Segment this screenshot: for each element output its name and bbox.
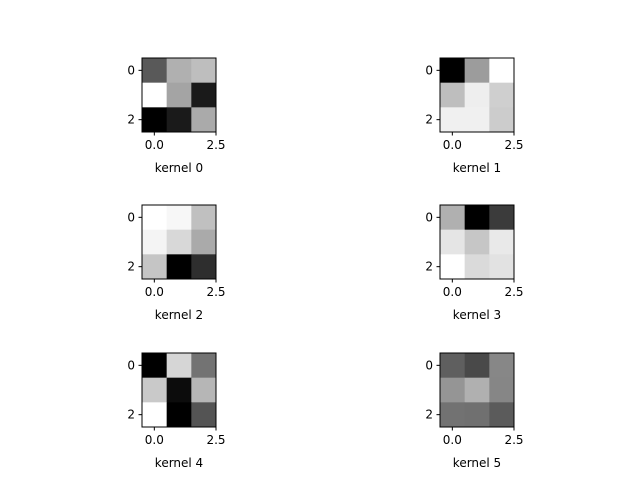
heatmap-cell [464, 82, 490, 108]
heatmap-cell [166, 58, 192, 84]
heatmap-cell [166, 377, 192, 403]
heatmap-cell [464, 254, 490, 280]
kernel-label: kernel 1 [453, 161, 501, 175]
heatmap-cell [142, 107, 168, 133]
heatmap-cell [489, 107, 515, 133]
x-tick-label: 2.5 [206, 433, 225, 447]
x-tick-label: 0.0 [443, 433, 462, 447]
heatmap-cell [142, 353, 168, 379]
heatmap-cell [191, 58, 217, 84]
x-tick-label: 2.5 [206, 285, 225, 299]
heatmap-cell [166, 82, 192, 108]
kernel-label: kernel 5 [453, 456, 501, 470]
heatmap-cell [166, 205, 192, 231]
heatmap-cell [440, 58, 466, 84]
heatmap-cell [166, 229, 192, 255]
heatmap-cell [142, 402, 168, 428]
heatmap-cell [440, 254, 466, 280]
heatmap-cell [166, 353, 192, 379]
heatmap-cell [191, 254, 217, 280]
heatmap-cell [440, 107, 466, 133]
axes-frame [141, 57, 217, 133]
heatmap-cell [440, 353, 466, 379]
heatmap-cell [489, 82, 515, 108]
axes-frame [439, 57, 515, 133]
x-tick-label: 0.0 [443, 285, 462, 299]
y-tick-label: 0 [127, 63, 135, 77]
y-tick-label: 2 [127, 260, 135, 274]
heatmap-cell [464, 402, 490, 428]
heatmap-cell [489, 402, 515, 428]
heatmap-cell [464, 377, 490, 403]
x-tick-label: 2.5 [504, 138, 523, 152]
heatmap-cell [142, 229, 168, 255]
x-tick-label: 0.0 [145, 285, 164, 299]
heatmap-cell [489, 205, 515, 231]
heatmap-cell [489, 353, 515, 379]
heatmap-cell [166, 107, 192, 133]
kernel-label: kernel 0 [155, 161, 203, 175]
heatmap-cell [489, 377, 515, 403]
heatmap-cell [464, 353, 490, 379]
heatmap-cell [191, 229, 217, 255]
axes-frame [439, 204, 515, 280]
y-tick-label: 0 [425, 358, 433, 372]
y-tick-label: 2 [127, 408, 135, 422]
heatmap-cell [142, 205, 168, 231]
heatmap-cell [440, 229, 466, 255]
heatmap-cell [191, 402, 217, 428]
heatmap-cell [142, 82, 168, 108]
heatmap-cell [489, 229, 515, 255]
kernel-label: kernel 3 [453, 308, 501, 322]
heatmap-cell [191, 205, 217, 231]
heatmap-cell [191, 377, 217, 403]
heatmap-cell [464, 107, 490, 133]
axes-frame [439, 352, 515, 428]
x-tick-label: 0.0 [145, 433, 164, 447]
y-tick-label: 0 [127, 358, 135, 372]
heatmap-cell [166, 402, 192, 428]
axes-frame [141, 352, 217, 428]
heatmap-cell [489, 58, 515, 84]
x-tick-label: 2.5 [504, 433, 523, 447]
heatmap-cell [166, 254, 192, 280]
y-tick-label: 2 [425, 113, 433, 127]
axes-frame [141, 204, 217, 280]
heatmap-cell [142, 58, 168, 84]
heatmap-cell [464, 205, 490, 231]
heatmap-cell [191, 82, 217, 108]
heatmap-cell [440, 82, 466, 108]
kernel-label: kernel 4 [155, 456, 203, 470]
x-tick-label: 2.5 [504, 285, 523, 299]
x-tick-label: 2.5 [206, 138, 225, 152]
heatmap-cell [440, 377, 466, 403]
x-tick-label: 0.0 [145, 138, 164, 152]
heatmap-cell [440, 205, 466, 231]
y-tick-label: 2 [127, 113, 135, 127]
heatmap-cell [464, 58, 490, 84]
heatmap-cell [142, 254, 168, 280]
y-tick-label: 0 [425, 210, 433, 224]
y-tick-label: 2 [425, 260, 433, 274]
heatmap-cell [191, 107, 217, 133]
heatmap-cell [142, 377, 168, 403]
kernel-label: kernel 2 [155, 308, 203, 322]
y-tick-label: 2 [425, 408, 433, 422]
y-tick-label: 0 [127, 210, 135, 224]
heatmap-cell [464, 229, 490, 255]
x-tick-label: 0.0 [443, 138, 462, 152]
heatmap-cell [440, 402, 466, 428]
y-tick-label: 0 [425, 63, 433, 77]
heatmap-cell [489, 254, 515, 280]
heatmap-cell [191, 353, 217, 379]
